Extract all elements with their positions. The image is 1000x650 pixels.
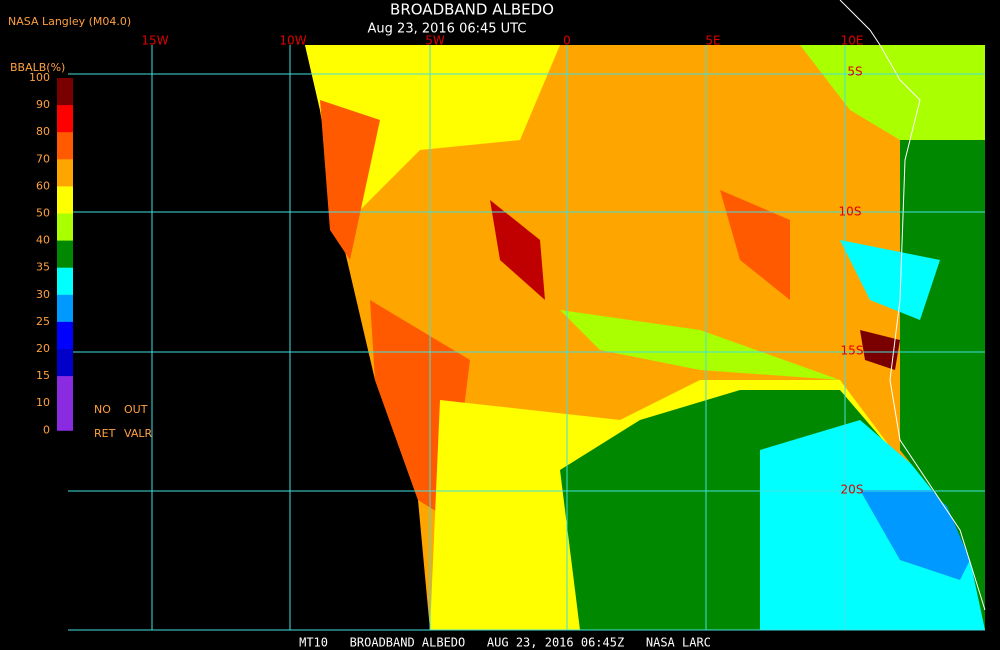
colorbar-tick: 60 [36,179,50,192]
legend-note: RET [94,427,116,440]
colorbar-segment [57,267,73,296]
lon-label: 10W [279,34,306,48]
lon-label: 5W [425,34,445,48]
colorbar-segment [57,294,73,323]
colorbar-tick: 40 [36,234,50,247]
colorbar-tick: 35 [36,261,50,274]
colorbar-segment [57,186,73,214]
colorbar-tick: 10 [36,396,50,409]
lon-label: 10E [841,34,864,48]
lat-label: 15S [841,344,864,358]
source: NASA Langley (M04.0) [8,15,131,28]
cloud-field [320,100,380,260]
lat-label: 10S [839,205,862,219]
desert [860,330,900,370]
colorbar-segment [57,78,73,106]
colorbar-segment [57,213,73,242]
lat-label: 5S [847,65,862,79]
clear-ocean [860,490,970,580]
colorbar-tick: 15 [36,369,50,382]
graticule [68,45,985,631]
land [800,45,985,140]
lon-label: 0 [563,34,571,48]
colorbar-segment [57,349,73,377]
clear-ocean [760,420,985,630]
colorbar-tick: 100 [29,71,50,84]
colorbar-segment [57,403,73,431]
colorbar-tick: 80 [36,125,50,138]
lon-label: 5E [705,34,720,48]
colorbar-segment [57,240,73,269]
colorbar-segment [57,159,73,187]
title: BROADBAND ALBEDO [390,1,554,19]
coastline [839,0,986,611]
colorbar-tick: 70 [36,152,50,165]
cloud-field [720,190,790,300]
colorbar-tick: 90 [36,98,50,111]
cloud-field [490,200,545,300]
colorbar-segment [57,105,73,133]
footer: MT10 BROADBAND ALBEDO AUG 23, 2016 06:45… [299,636,711,650]
cloud-field [305,45,560,230]
colorbar-tick: 0 [43,423,50,436]
colorbar-tick: 50 [36,207,50,220]
legend-note: OUT [124,403,148,416]
legend-note: NO [94,403,111,416]
legend-title: BBALB(%) [10,61,65,74]
land [900,140,985,540]
legend-note: VALR [124,427,152,440]
colorbar-segment [57,132,73,160]
cloud-field [560,310,840,380]
land [840,240,940,320]
colorbar-tick: 30 [36,288,50,301]
imagery [305,0,986,630]
lat-label: 20S [841,483,864,497]
colorbar-tick: 20 [36,342,50,355]
lon-label: 15W [141,34,168,48]
subtitle: Aug 23, 2016 06:45 UTC [368,22,527,37]
colorbar-tick: 25 [36,315,50,328]
colorbar-segment [57,376,73,404]
colorbar-segment [57,321,73,350]
